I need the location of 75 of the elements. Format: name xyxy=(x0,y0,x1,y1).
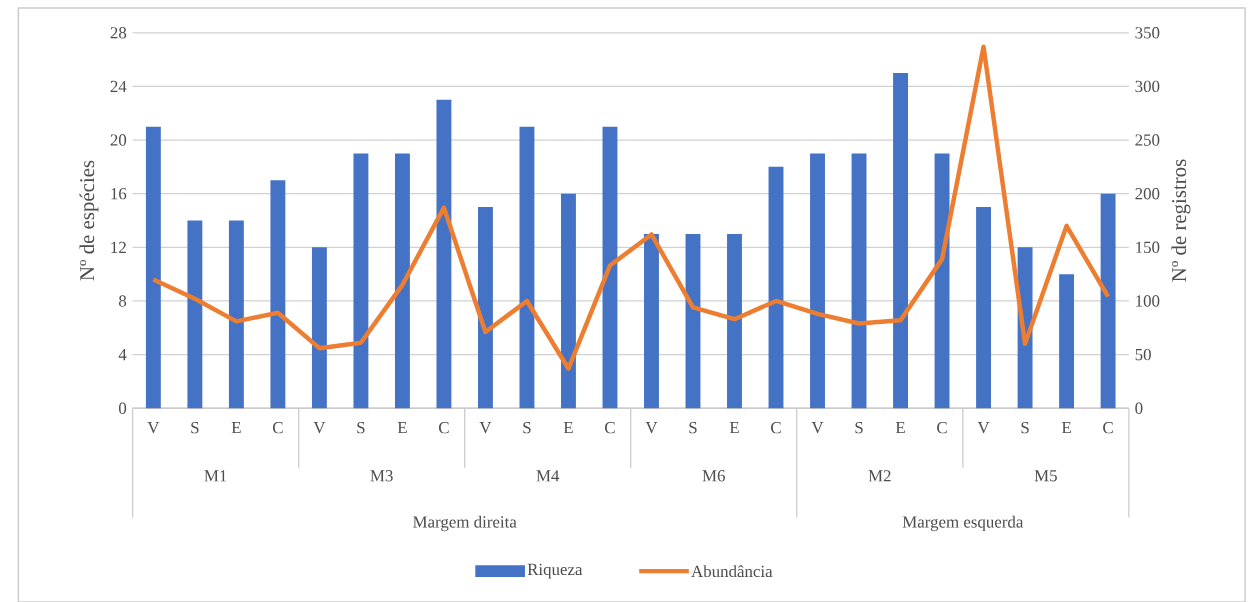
text: Margem esquerda xyxy=(902,515,1024,532)
bar xyxy=(685,233,701,409)
bar xyxy=(228,220,244,409)
x-tick-label: E xyxy=(895,422,905,434)
x-tick-label: E xyxy=(231,422,241,434)
x-tick-label: V xyxy=(313,422,326,434)
y2-tick-label: 200 xyxy=(1135,188,1160,200)
x-tick-label: S xyxy=(191,422,199,434)
x-tick-label: E xyxy=(729,422,739,434)
bar xyxy=(851,153,867,409)
x-tick-label: C xyxy=(605,422,615,434)
bar xyxy=(976,207,992,409)
bar xyxy=(644,233,659,409)
y2-tick-label: 0 xyxy=(1135,402,1143,414)
y2-tick-label: 100 xyxy=(1136,295,1160,307)
y2-tick-label: 150 xyxy=(1136,241,1160,254)
x-tick-label: V xyxy=(977,422,990,434)
text: M3 xyxy=(370,470,393,482)
y2-tick-label: 250 xyxy=(1135,134,1160,146)
x-tick-label: S xyxy=(689,422,697,434)
bar xyxy=(810,153,825,409)
bar xyxy=(519,126,535,409)
x-tick-label: C xyxy=(272,422,283,434)
text: M1 xyxy=(204,470,227,482)
y-tick-label: 20 xyxy=(110,134,127,146)
x-tick-label: C xyxy=(438,422,449,434)
y-tick-label: 28 xyxy=(110,27,127,39)
y-tick-label: 4 xyxy=(118,349,127,361)
x-tick-label: E xyxy=(1061,422,1071,434)
text: M5 xyxy=(1034,470,1057,482)
legend-label: Abundância xyxy=(691,565,773,578)
x-tick-label: E xyxy=(397,422,407,434)
legend-label: Riqueza xyxy=(527,563,583,579)
bar xyxy=(477,207,493,409)
x-tick-label: C xyxy=(1103,422,1113,434)
x-tick-label: V xyxy=(147,422,160,434)
bar xyxy=(893,73,908,409)
x-tick-label: S xyxy=(357,422,365,434)
y2-tick-label: 300 xyxy=(1135,80,1160,93)
text: Margem direita xyxy=(413,515,517,532)
bar xyxy=(768,166,784,409)
x-tick-label: C xyxy=(771,422,781,434)
bar xyxy=(561,193,576,409)
bar xyxy=(353,153,369,409)
x-tick-label: S xyxy=(1021,422,1029,434)
bar xyxy=(311,247,327,409)
bar xyxy=(1100,193,1116,409)
bar xyxy=(145,126,161,409)
y-axis-title: Nº de espécies xyxy=(79,160,99,281)
bar xyxy=(436,99,452,409)
bar xyxy=(727,233,742,409)
y-tick-label: 24 xyxy=(110,80,127,93)
text: M6 xyxy=(702,470,725,482)
x-tick-label: S xyxy=(523,422,531,434)
line-series xyxy=(151,44,1111,371)
y2-tick-label: 350 xyxy=(1135,27,1160,39)
x-tick-label: V xyxy=(811,422,824,434)
bar xyxy=(394,153,410,409)
x-tick-label: V xyxy=(479,422,492,434)
y-tick-label: 16 xyxy=(111,188,127,200)
y-tick-label: 12 xyxy=(111,241,126,253)
y2-axis-title: Nº de registros xyxy=(1171,159,1191,282)
text: M2 xyxy=(868,470,891,482)
x-tick-label: E xyxy=(563,422,573,434)
bar xyxy=(1059,274,1075,409)
bar xyxy=(187,220,203,409)
x-tick-label: C xyxy=(937,422,947,434)
y2-tick-label: 50 xyxy=(1135,348,1151,361)
bar xyxy=(602,126,618,409)
y-tick-label: 8 xyxy=(118,295,127,307)
x-tick-label: V xyxy=(645,422,658,434)
text: M4 xyxy=(536,470,560,482)
x-tick-label: S xyxy=(855,422,863,434)
bar xyxy=(270,180,286,409)
y-tick-label: 0 xyxy=(118,402,127,414)
